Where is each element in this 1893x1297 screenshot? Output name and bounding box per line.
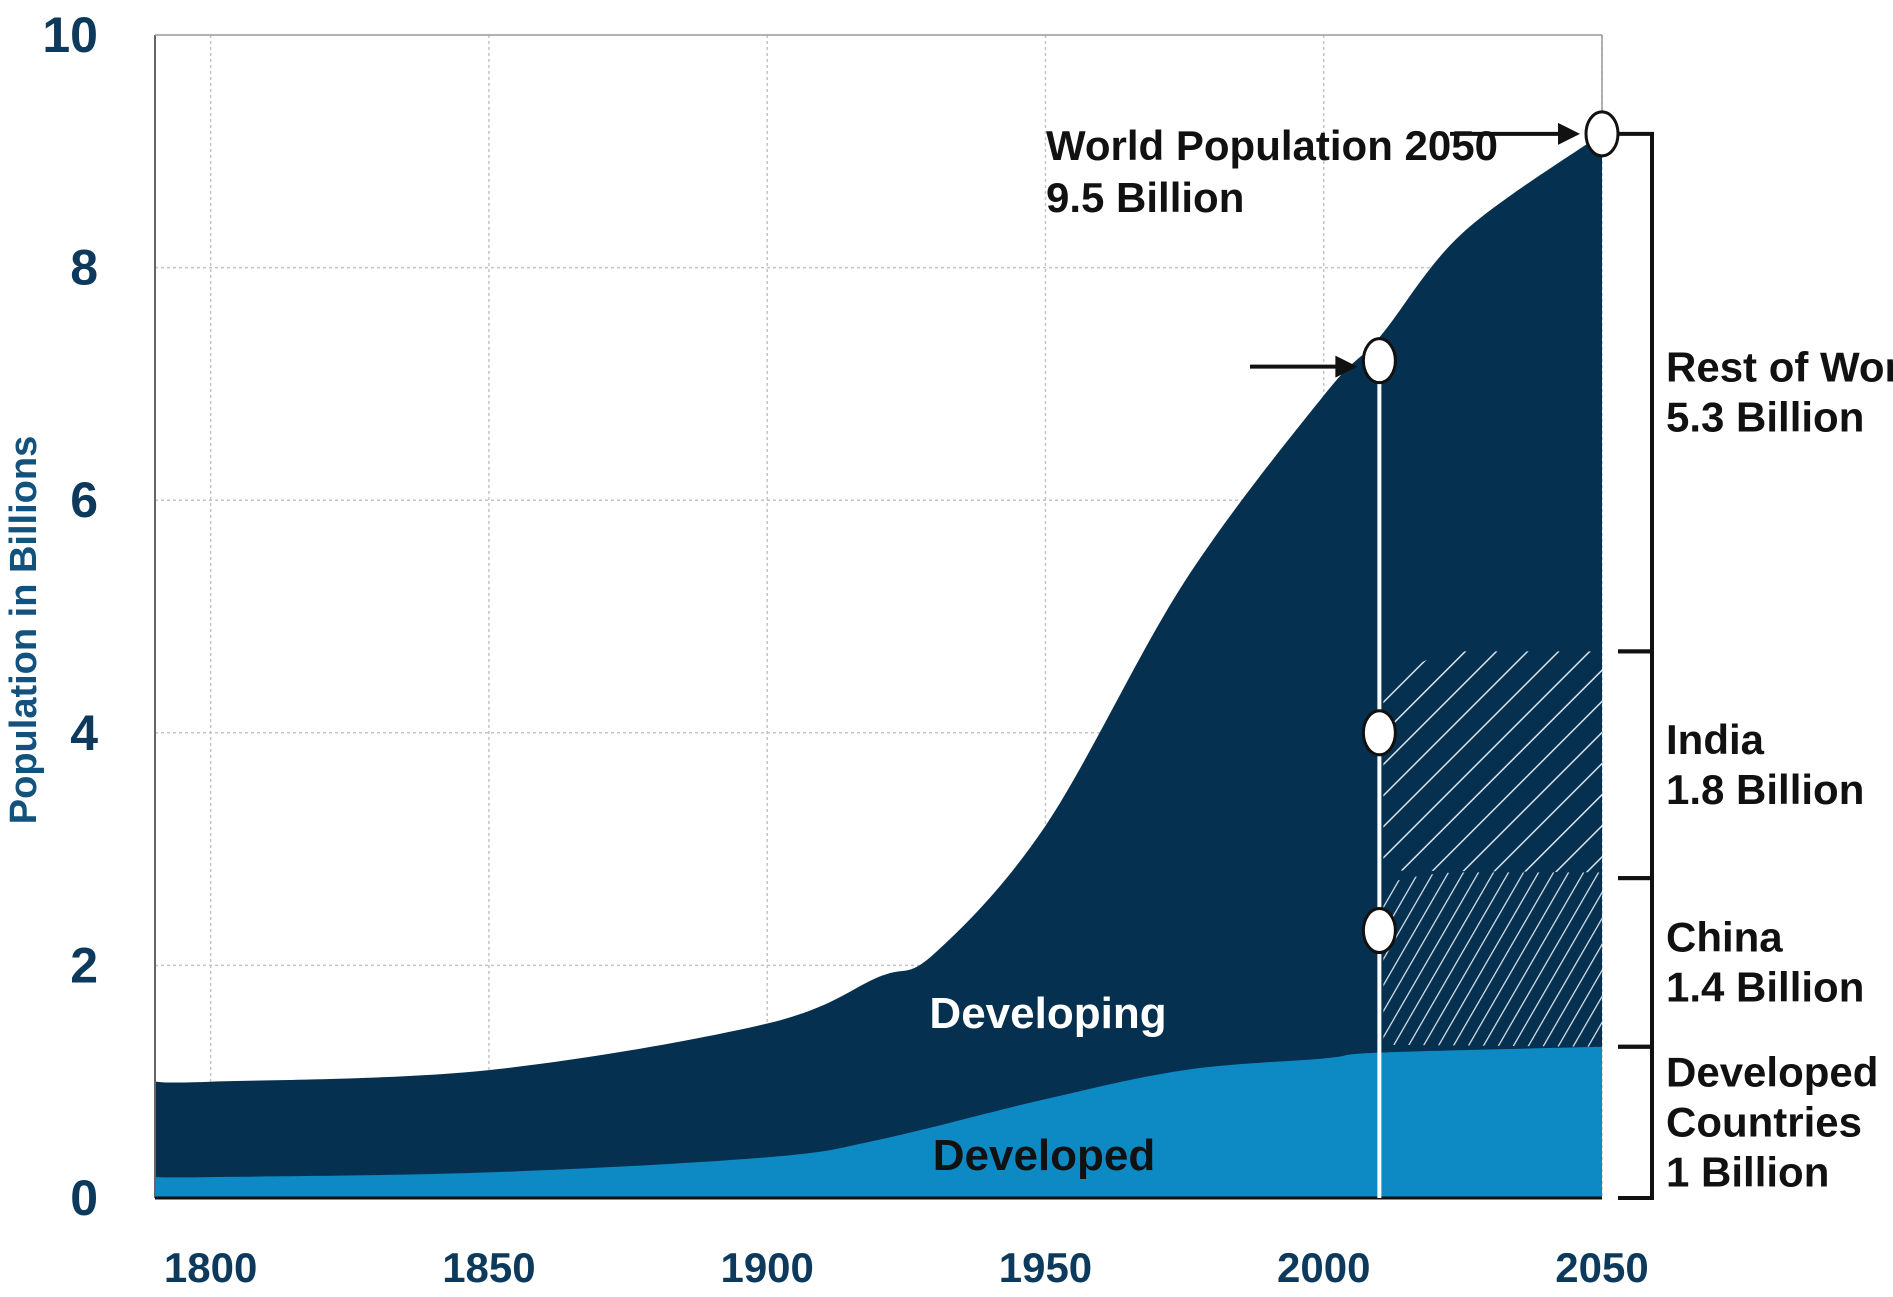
bracket-1-label-line-2: 5.3 Billion [1666, 394, 1864, 441]
bracket-3-label-line-1: China [1666, 913, 1783, 960]
x-tick-label-1850: 1850 [442, 1244, 535, 1291]
projection-band-india [1383, 651, 1602, 873]
callout-value: 9.5 Billion [1046, 174, 1244, 221]
bracket-4-label-line-3: 1 Billion [1666, 1148, 1829, 1195]
marker-point-2 [1361, 709, 1397, 757]
axes: 0 2 4 6 8 10 1800 1850 1900 1950 2000 2050 [42, 7, 1648, 1291]
current-population-arrow-head [1335, 355, 1358, 378]
y-tick-label-10: 10 [42, 7, 98, 63]
developing-area-label: Developing [929, 989, 1166, 1038]
callout-title: World Population 2050 [1046, 122, 1498, 169]
current-population-arrow [1250, 355, 1358, 378]
developed-area [155, 1046, 1602, 1198]
callout-arrow-head [1558, 122, 1580, 145]
bracket-4-label-line-1: Developed [1666, 1048, 1878, 1095]
y-tick-label-2: 2 [70, 937, 98, 993]
bracket-2-label-line-2: 1.8 Billion [1666, 766, 1864, 813]
developed-area-label: Developed [933, 1131, 1156, 1180]
callout-arrow [1450, 122, 1580, 145]
y-tick-label-6: 6 [70, 472, 98, 528]
y-tick-label-0: 0 [70, 1170, 98, 1226]
bracket-3-label-line-2: 1.4 Billion [1666, 963, 1864, 1010]
y-tick-label-4: 4 [70, 705, 98, 761]
x-tick-label-1800: 1800 [164, 1244, 257, 1291]
marker-point-4 [1584, 110, 1620, 158]
y-tick-label-8: 8 [70, 240, 98, 296]
bracket-4-label-line-2: Countries [1666, 1098, 1862, 1145]
x-tick-label-2050: 2050 [1555, 1244, 1648, 1291]
bracket-2-label-line-1: India [1666, 716, 1765, 763]
developing-area [155, 133, 1602, 1199]
y-axis-label: Population in Billions [3, 436, 45, 824]
labels: Population in Billions Developing Develo… [3, 122, 1498, 1180]
x-tick-label-1950: 1950 [999, 1244, 1092, 1291]
projection-band-china [1383, 872, 1602, 1047]
x-tick-label-2000: 2000 [1277, 1244, 1370, 1291]
marker-point-1 [1361, 907, 1397, 955]
marker-point-3 [1361, 337, 1397, 385]
markers [1250, 110, 1620, 1198]
bracket-1-label-line-1: Rest of World [1666, 344, 1893, 391]
x-tick-label-1900: 1900 [720, 1244, 813, 1291]
bracket-1: Rest of World5.3 Billion [1618, 131, 1893, 654]
area-series [155, 133, 1602, 1199]
